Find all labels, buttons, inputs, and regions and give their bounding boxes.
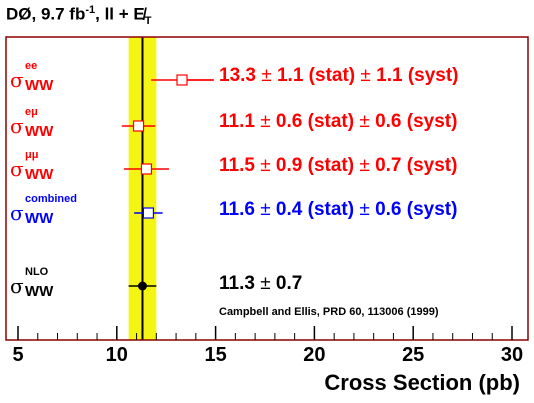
plot-frame <box>5 36 529 341</box>
symbol-subscript: WW <box>25 166 54 183</box>
symbol-subscript: WW <box>25 210 54 227</box>
measurement-result: 11.1 ± 0.6 (stat) ± 0.6 (syst) <box>219 111 458 132</box>
x-tick-label: 5 <box>12 344 24 366</box>
data-point-marker <box>142 207 155 219</box>
cross-section-symbol: σ μμ WW <box>10 149 54 183</box>
x-tick-label: 15 <box>204 344 227 366</box>
cross-section-symbol: σ ee WW <box>10 60 54 94</box>
cross-section-symbol: σ eμ WW <box>10 106 54 140</box>
symbol-superscript: NLO <box>25 266 49 278</box>
x-tick-label: 30 <box>500 344 524 366</box>
cross-section-symbol: σ combined WW <box>10 193 77 227</box>
measurement-result: 11.6 ± 0.4 (stat) ± 0.6 (syst) <box>219 199 458 220</box>
data-point-marker <box>176 74 188 86</box>
symbol-subscript: WW <box>25 123 54 140</box>
x-axis-label: Cross Section (pb) <box>324 370 520 395</box>
reference-text: Campbell and Ellis, PRD 60, 113006 (1999… <box>219 306 439 318</box>
data-point-marker <box>140 163 153 175</box>
chart-title: DØ, 9.7 fb-1, ll + E̸T <box>6 4 152 28</box>
measurement-result: 11.5 ± 0.9 (stat) ± 0.7 (syst) <box>219 155 458 176</box>
symbol-superscript: combined <box>25 193 77 205</box>
measurement-result: 11.3 ± 0.7 <box>219 273 303 294</box>
data-point-marker <box>137 281 147 291</box>
data-points <box>121 74 214 291</box>
cross-section-symbol: σ NLO WW <box>10 266 54 300</box>
x-tick-label: 20 <box>303 344 326 366</box>
x-tick-label: 25 <box>402 344 425 366</box>
measurement-result: 13.3 ± 1.1 (stat) ± 1.1 (syst) <box>219 65 459 86</box>
symbol-subscript: WW <box>25 283 54 300</box>
symbol-superscript: ee <box>25 60 38 72</box>
x-tick-label: 10 <box>105 344 128 366</box>
symbol-superscript: eμ <box>25 106 38 118</box>
symbol-subscript: WW <box>25 77 54 94</box>
data-point-marker <box>132 120 145 132</box>
x-axis-ticks <box>17 326 513 340</box>
symbol-superscript: μμ <box>25 149 39 161</box>
